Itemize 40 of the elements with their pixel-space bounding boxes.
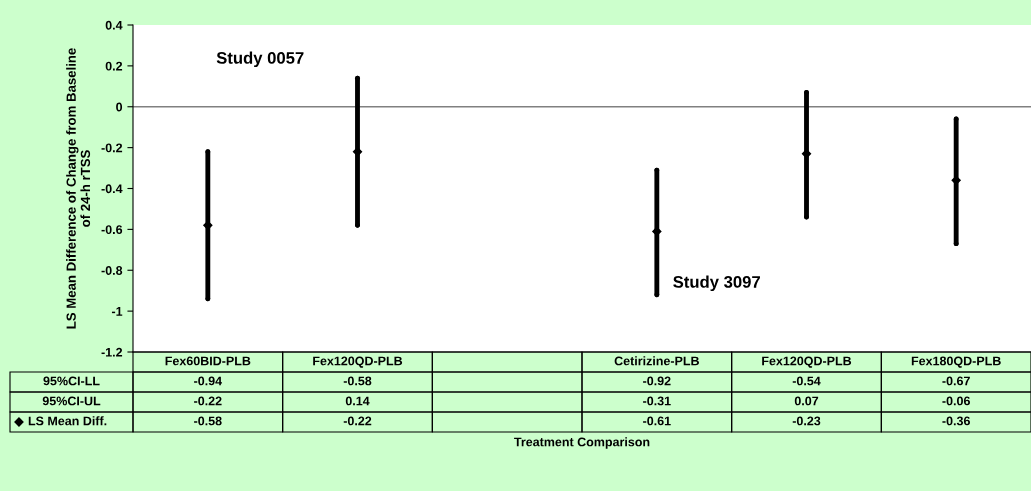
point (654, 292, 660, 298)
data-label: -0.58 (343, 376, 372, 386)
data-label: -0.54 (792, 376, 821, 386)
data-label: -0.67 (942, 376, 970, 386)
data-label: -0.58 (194, 416, 222, 426)
data-label: -0.92 (643, 376, 671, 386)
annotation: Study 3097 (673, 275, 760, 292)
text: 95%CI-LL (43, 376, 100, 386)
data-label: -0.31 (643, 396, 671, 406)
annotation: Study 0057 (216, 51, 304, 68)
x-tick-label: Fex120QD-PLB (762, 356, 852, 368)
legend-label: LS Mean Diff. (28, 416, 107, 426)
y-tick-label: -0.2 (101, 143, 123, 153)
y-tick-label: -0.6 (101, 225, 123, 235)
point (953, 241, 959, 247)
x-tick-label: Cetirizine-PLB (614, 356, 699, 366)
y-tick-label: -1.2 (101, 347, 123, 357)
x-tick-label: Fex180QD-PLB (911, 356, 1001, 368)
x-tick-label: Fex60BID-PLB (165, 356, 251, 366)
data-label: 0.14 (345, 396, 370, 406)
y-tick-label: 0.4 (105, 20, 123, 30)
data-label: -0.23 (792, 416, 821, 426)
data-label: -0.22 (343, 416, 372, 426)
data-label: -0.22 (194, 396, 222, 406)
point (804, 90, 809, 95)
data-label: -0.94 (194, 376, 223, 386)
data-label: -0.61 (643, 416, 671, 426)
text: 95%CI-UL (42, 396, 101, 406)
data-label: -0.06 (942, 396, 970, 406)
y-tick-label: -0.8 (101, 266, 123, 275)
y-tick-label: 0 (116, 102, 123, 112)
data-label: 0.07 (794, 396, 819, 406)
y-tick-label: -1 (111, 307, 123, 316)
y-axis-title: LS Mean Difference of Change from Baseline of 24-h rTSS (66, 48, 91, 329)
y-tick-label: -0.4 (101, 184, 123, 194)
data-label: -0.36 (942, 416, 970, 426)
x-tick-label: Fex120QD-PLB (313, 356, 403, 368)
point (205, 296, 211, 302)
y-tick-label: 0.2 (105, 61, 123, 71)
text: Treatment Comparison (514, 437, 650, 449)
